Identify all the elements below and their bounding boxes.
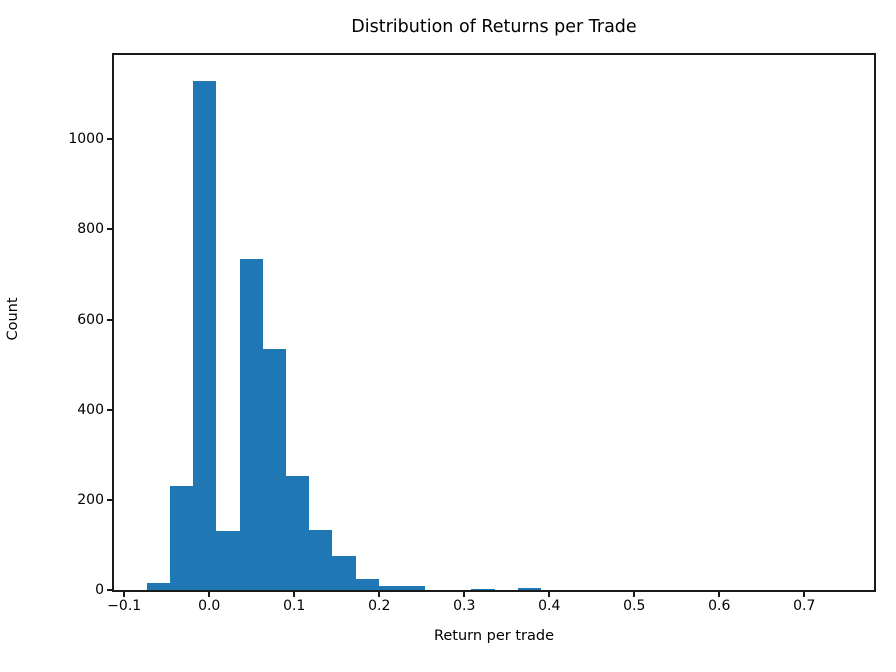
x-tick-mark <box>463 592 466 597</box>
histogram-bar <box>262 348 286 590</box>
x-tick-mark <box>123 592 126 597</box>
y-axis-label: Count <box>5 297 21 341</box>
y-tick-label: 600 <box>77 311 104 328</box>
histogram-bar <box>216 531 240 590</box>
y-tick-mark <box>107 589 112 591</box>
x-tick-label: 0.6 <box>708 598 731 614</box>
y-tick-mark <box>107 498 112 501</box>
x-tick-mark <box>208 592 211 597</box>
y-tick-mark <box>107 138 112 141</box>
x-tick-mark <box>548 592 551 597</box>
x-tick-mark <box>633 592 636 597</box>
x-tick-label: −0.1 <box>107 598 142 614</box>
histogram-bar <box>309 530 333 590</box>
x-tick-mark <box>803 592 806 597</box>
plot-area <box>114 55 874 590</box>
histogram-bar <box>285 476 310 590</box>
histogram-bar <box>239 258 263 590</box>
histogram-bar <box>378 585 402 590</box>
y-tick-label: 0 <box>95 582 104 598</box>
x-tick-mark <box>293 592 296 597</box>
x-tick-label: 0.4 <box>538 598 561 614</box>
histogram-bar <box>401 585 426 590</box>
x-tick-label: 0.1 <box>283 598 306 614</box>
x-tick-label: 0.3 <box>453 598 476 614</box>
plot-axes <box>112 53 876 592</box>
y-tick-mark <box>107 228 112 231</box>
y-tick-label: 800 <box>77 221 104 238</box>
histogram-bar <box>170 486 194 590</box>
x-axis-label: Return per trade <box>433 628 555 644</box>
x-tick-label: 0.0 <box>198 598 221 614</box>
x-tick-label: 0.5 <box>623 598 646 614</box>
x-tick-label: 0.2 <box>368 598 391 614</box>
histogram-bar <box>471 588 495 590</box>
x-tick-label: 0.7 <box>793 598 816 614</box>
y-tick-mark <box>107 408 112 411</box>
chart-title: Distribution of Returns per Trade <box>351 17 637 37</box>
y-tick-label: 400 <box>77 401 104 418</box>
x-tick-mark <box>718 592 721 597</box>
histogram-bar <box>332 556 356 590</box>
y-tick-label: 200 <box>77 491 104 508</box>
histogram-bar <box>193 80 217 590</box>
histogram-bar <box>517 587 541 590</box>
histogram-bar <box>355 578 379 590</box>
x-tick-mark <box>378 592 381 597</box>
histogram-bar <box>146 583 171 590</box>
y-tick-label: 1000 <box>68 131 104 148</box>
y-tick-mark <box>107 318 112 321</box>
